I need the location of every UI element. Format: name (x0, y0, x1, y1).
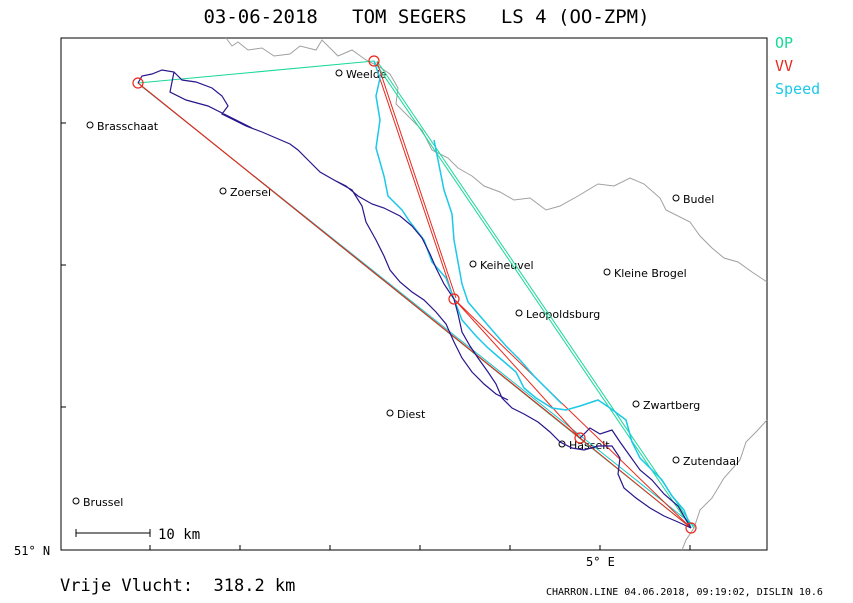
place-brasschaat: Brasschaat (86, 120, 159, 133)
place-dot (386, 409, 394, 417)
axis-y-label: 51° N (14, 544, 50, 558)
turnpoint-circle (368, 55, 380, 67)
place-dot (603, 268, 611, 276)
flight-track (137, 69, 692, 529)
legend-op: OP (775, 34, 794, 52)
place-diest: Diest (386, 408, 426, 421)
legend-vv: VV (775, 57, 794, 75)
scale-bar-label: 10 km (158, 527, 200, 543)
place-label: Brussel (83, 496, 123, 509)
place-label: Budel (683, 193, 714, 206)
axis-x-label: 5° E (586, 555, 615, 569)
place-dot (469, 260, 477, 268)
turnpoint-circle (448, 293, 460, 305)
place-dot (672, 456, 680, 464)
place-label: Weelde (346, 68, 387, 81)
axis-ticks (61, 122, 691, 551)
place-dot (72, 497, 80, 505)
place-label: Diest (397, 408, 426, 421)
place-label: Keiheuvel (480, 259, 534, 272)
place-weelde: Weelde (335, 68, 387, 81)
place-zoersel: Zoersel (219, 186, 271, 199)
speed-track (373, 60, 692, 529)
place-label: Kleine Brogel (614, 267, 687, 280)
map-frame (60, 37, 768, 551)
place-label: Brasschaat (97, 120, 159, 133)
page-title: 03-06-2018 TOM SEGERS LS 4 (OO-ZPM) (203, 6, 650, 28)
scale-bar (75, 529, 151, 537)
place-dot (335, 69, 343, 77)
place-zwartberg: Zwartberg (632, 399, 700, 412)
place-dot (672, 194, 680, 202)
place-label: Zoersel (230, 186, 271, 199)
place-dot (515, 309, 523, 317)
place-label: Leopoldsburg (526, 308, 600, 321)
place-dot (632, 400, 640, 408)
place-budel: Budel (672, 193, 714, 206)
place-leopoldsburg: Leopoldsburg (515, 308, 600, 321)
turnpoint-markers (132, 55, 697, 534)
place-dot (86, 121, 94, 129)
place-zutendaal: Zutendaal (672, 455, 739, 468)
op-route-leg (376, 60, 695, 529)
turnpoint-circle (574, 432, 586, 444)
place-markers: Weelde Brasschaat Zoersel Budel Keiheuvel Kle… (72, 68, 739, 509)
place-label: Zutendaal (683, 455, 739, 468)
turnpoint-circle (685, 522, 697, 534)
place-kleine-brogel: Kleine Brogel (603, 267, 687, 280)
place-dot (219, 187, 227, 195)
distance-label: Vrije Vlucht: 318.2 km (60, 576, 296, 596)
footer-label: CHARRON.LINE 04.06.2018, 09:19:02, DISLI… (546, 587, 823, 598)
place-brussel: Brussel (72, 496, 123, 509)
turnpoint-circle (132, 77, 144, 89)
vv-route (137, 60, 692, 529)
legend-speed: Speed (775, 80, 821, 98)
place-label: Zwartberg (643, 399, 700, 412)
country-border (225, 37, 768, 551)
place-keiheuvel: Keiheuvel (469, 259, 534, 272)
